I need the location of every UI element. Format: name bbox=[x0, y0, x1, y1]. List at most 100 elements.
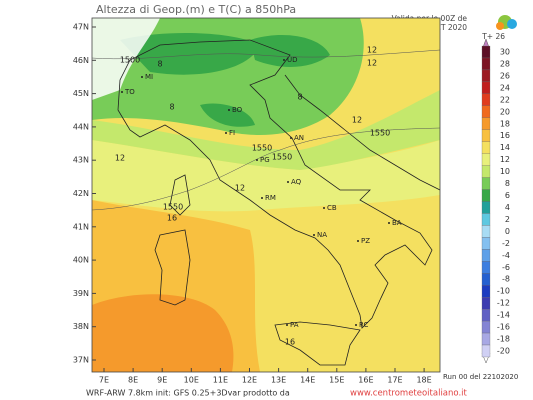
legend-label: 8 bbox=[505, 179, 510, 188]
title: Altezza di Geop.(m) e T(C) a 850hPa bbox=[96, 3, 296, 16]
legend-label: 30 bbox=[500, 48, 510, 57]
legend-swatch bbox=[481, 129, 491, 142]
footer-site[interactable]: www.centrometeoitaliano.it bbox=[350, 389, 468, 399]
contour-label: 1550 bbox=[163, 203, 183, 212]
legend-label: -4 bbox=[502, 251, 510, 260]
lat-label: 46N bbox=[73, 56, 89, 65]
legend-swatch bbox=[481, 273, 491, 286]
contour-label: 12 bbox=[352, 116, 362, 125]
lon-label: 9E bbox=[157, 376, 167, 385]
lon-label: 14E bbox=[300, 376, 315, 385]
legend-label: -12 bbox=[497, 299, 510, 308]
legend-label: 10 bbox=[500, 167, 510, 176]
map-frame bbox=[91, 17, 441, 373]
city-dot bbox=[357, 240, 359, 242]
city-dot bbox=[261, 197, 263, 199]
contour-label: 12 bbox=[235, 184, 245, 193]
footer-credit: WRF-ARW 7.8km init: GFS 0.25+3Dvar prodo… bbox=[86, 389, 290, 398]
city-label: AN bbox=[294, 134, 304, 142]
legend-swatch bbox=[481, 285, 491, 298]
city-dot bbox=[256, 159, 258, 161]
map bbox=[92, 18, 440, 372]
legend-swatch bbox=[481, 45, 491, 59]
city-label: RC bbox=[359, 321, 369, 329]
legend-label: -8 bbox=[502, 275, 510, 284]
legend-label: 4 bbox=[505, 203, 510, 212]
lon-label: 15E bbox=[329, 376, 344, 385]
city-label: PZ bbox=[361, 237, 370, 245]
legend-label: -2 bbox=[502, 239, 510, 248]
legend-label: 0 bbox=[505, 227, 510, 236]
legend-label: 14 bbox=[500, 143, 510, 152]
city-dot bbox=[323, 207, 325, 209]
legend-label: 22 bbox=[500, 95, 510, 104]
terrain-mask bbox=[92, 18, 160, 100]
city-dot bbox=[283, 59, 285, 61]
lon-label: 7E bbox=[99, 376, 109, 385]
city-dot bbox=[225, 132, 227, 134]
city-label: NA bbox=[317, 231, 327, 239]
field-10 bbox=[92, 90, 440, 170]
lat-label: 41N bbox=[73, 222, 89, 231]
footer-run: Run 00 del 22102020 bbox=[443, 373, 518, 381]
legend-label: -6 bbox=[502, 263, 510, 272]
city-dot bbox=[290, 137, 292, 139]
city-dot bbox=[121, 91, 123, 93]
lat-label: 37N bbox=[73, 356, 89, 365]
legend-swatch bbox=[481, 153, 491, 166]
lon-label: 13E bbox=[271, 376, 286, 385]
legend-swatch bbox=[481, 261, 491, 274]
legend-swatch bbox=[481, 225, 491, 238]
city-label: CB bbox=[327, 204, 337, 212]
lat-label: 38N bbox=[73, 322, 89, 331]
city-dot bbox=[388, 222, 390, 224]
city-label: PA bbox=[290, 321, 299, 329]
lon-label: 10E bbox=[184, 376, 199, 385]
legend-label: -14 bbox=[497, 311, 510, 320]
legend-swatch bbox=[481, 57, 491, 71]
lat-label: 43N bbox=[73, 156, 89, 165]
legend-label: -16 bbox=[497, 323, 510, 332]
legend-swatch bbox=[481, 189, 491, 202]
legend-swatch bbox=[481, 249, 491, 262]
city-dot bbox=[355, 324, 357, 326]
contour-label: 1550 bbox=[252, 144, 272, 153]
legend-swatch bbox=[481, 141, 491, 154]
legend-swatch bbox=[481, 177, 491, 190]
city-dot bbox=[286, 324, 288, 326]
lat-label: 40N bbox=[73, 256, 89, 265]
legend-label: 12 bbox=[500, 155, 510, 164]
legend-swatch bbox=[481, 332, 491, 346]
legend-swatch bbox=[481, 297, 491, 310]
logo bbox=[496, 15, 517, 30]
contour-label: 8 bbox=[297, 93, 302, 102]
legend-label: -20 bbox=[497, 347, 510, 356]
city-label: TO bbox=[124, 88, 135, 96]
contour-label: 1500 bbox=[120, 56, 140, 65]
legend-label: 20 bbox=[500, 107, 510, 116]
city-dot bbox=[313, 234, 315, 236]
legend-label: 24 bbox=[500, 83, 510, 92]
legend-label: 28 bbox=[500, 59, 510, 68]
contour-label: 8 bbox=[157, 60, 162, 69]
legend-label: -10 bbox=[497, 287, 510, 296]
city-dot bbox=[287, 181, 289, 183]
legend-swatch bbox=[481, 344, 491, 358]
lat-label: 44N bbox=[73, 122, 89, 131]
contour-label: 16 bbox=[167, 214, 177, 223]
legend-swatch bbox=[481, 320, 491, 334]
legend-label: 6 bbox=[505, 191, 510, 200]
city-dot bbox=[228, 109, 230, 111]
contour-label: 1550 bbox=[272, 153, 292, 162]
lat-label: 42N bbox=[73, 189, 89, 198]
city-label: MI bbox=[145, 73, 153, 81]
legend-swatch bbox=[481, 213, 491, 226]
lat-label: 45N bbox=[73, 89, 89, 98]
city-label: BO bbox=[232, 106, 243, 114]
legend-swatch bbox=[481, 105, 491, 118]
legend-swatch bbox=[481, 117, 491, 130]
legend-swatch bbox=[481, 165, 491, 178]
lat-label: 47N bbox=[73, 23, 89, 32]
city-label: RM bbox=[265, 194, 276, 202]
